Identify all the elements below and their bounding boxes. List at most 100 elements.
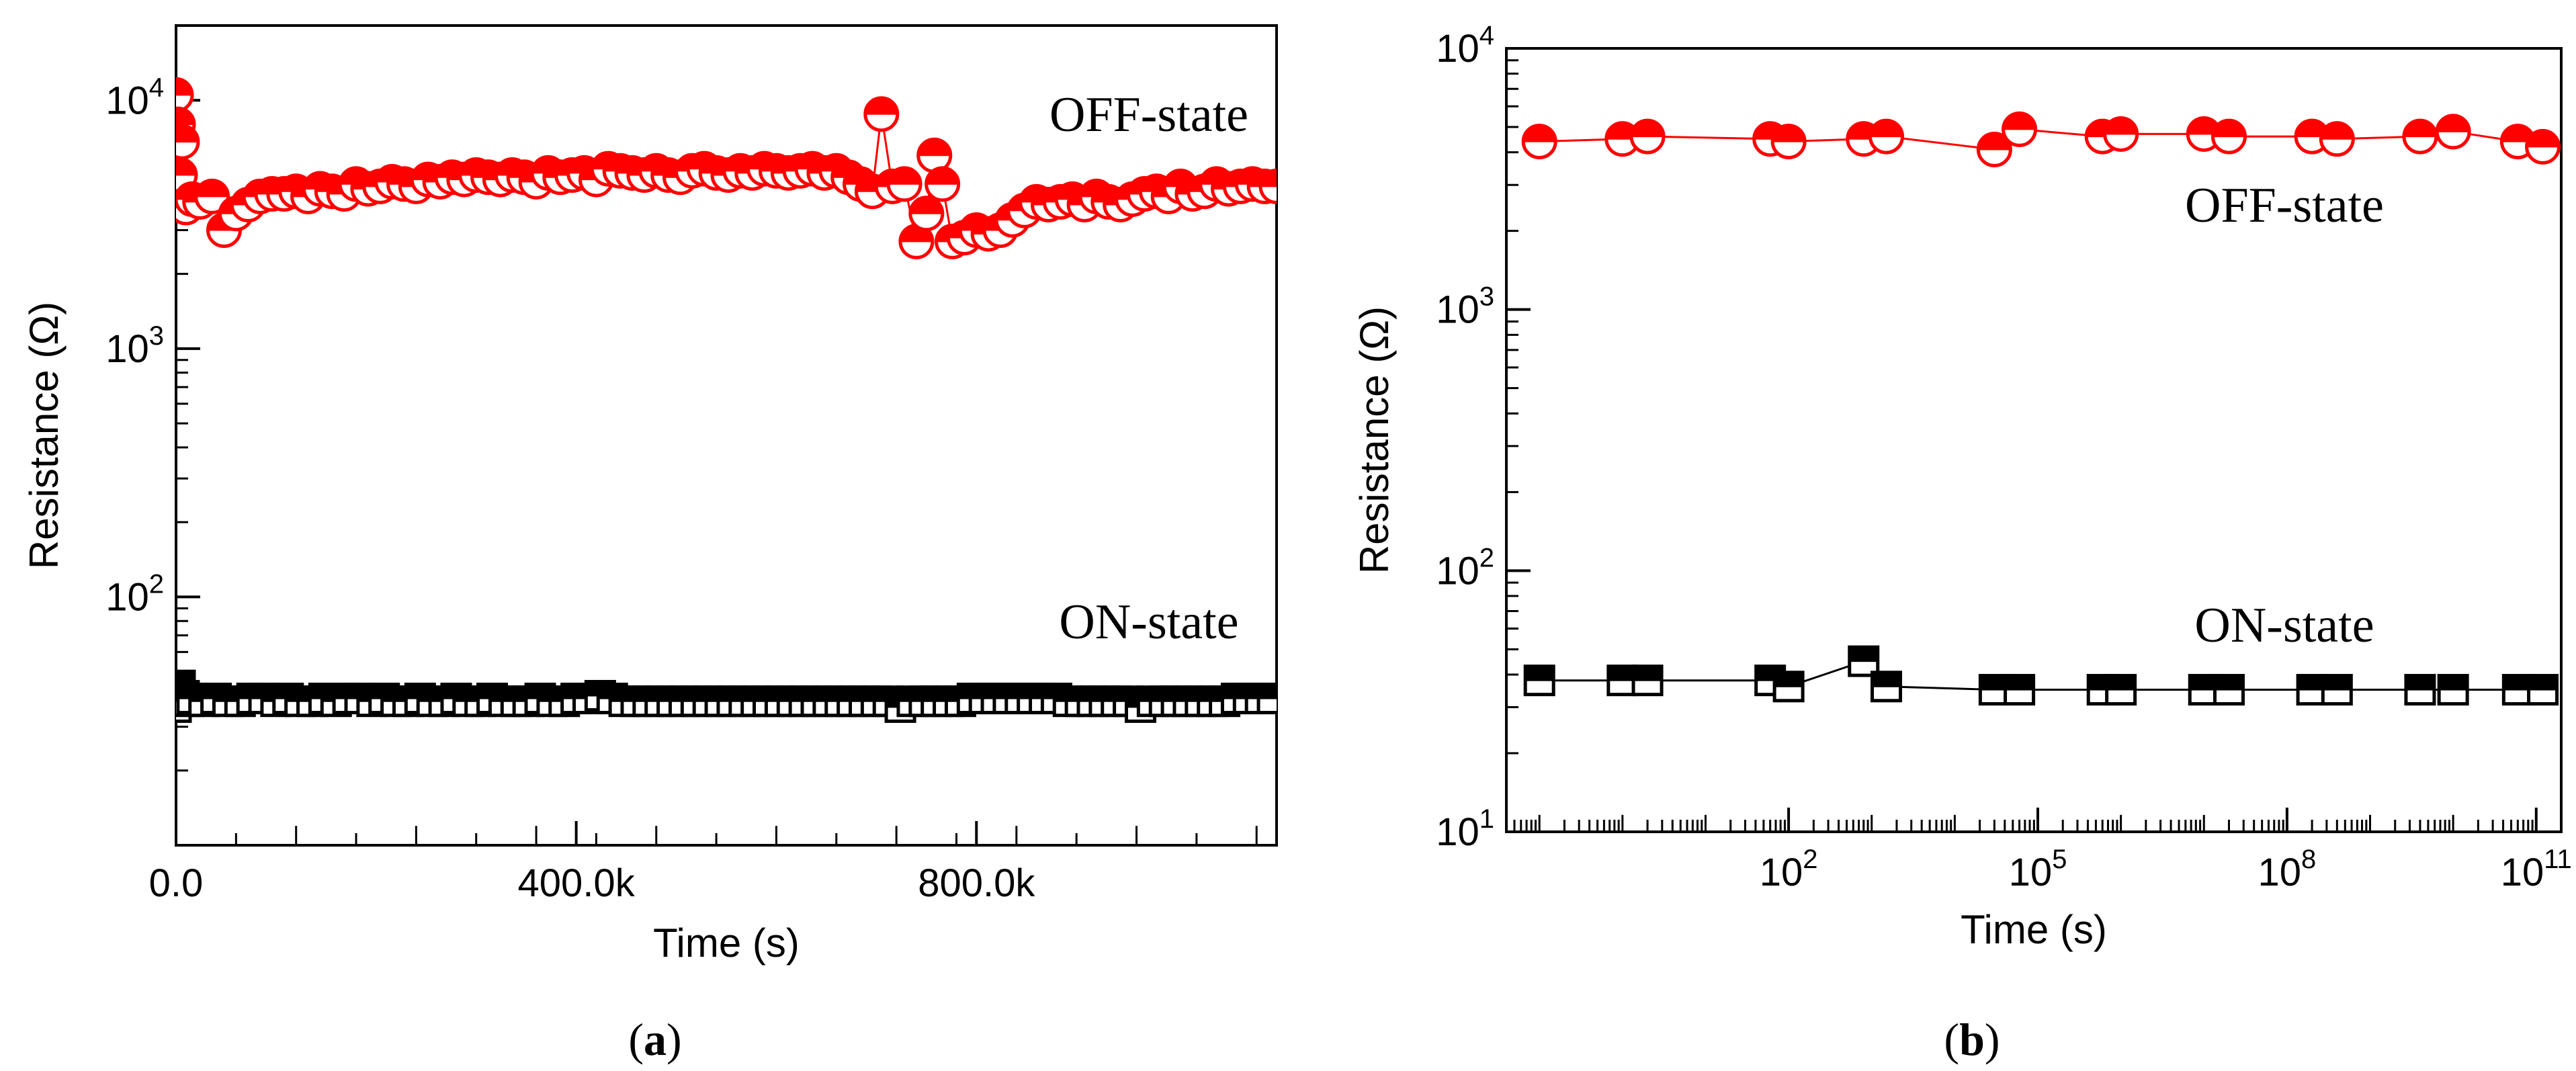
off-state-series-b-point-fill [1977,132,2012,151]
off-state-series-a-point-fill [195,179,229,198]
off-state-series-b-point-fill [1522,124,1557,142]
caption-close-paren: ) [667,1014,682,1065]
x-tick-label-base: 10 [1760,851,1803,894]
on-state-series-b-point [2004,674,2036,706]
on-state-series-b-point [2213,674,2245,706]
data-layer-a [176,77,1277,723]
on-state-series-b-point [1870,671,1902,703]
off-state-series-a [176,77,1277,259]
plot-frame-a [175,24,1278,847]
on-state-label: ON-state [1059,595,1238,650]
off-state-series-a-point [925,166,961,202]
off-state-series-b [1521,111,2561,167]
off-state-series-b-point [2319,121,2355,157]
off-state-series-b-point [1629,118,1666,155]
y-tick-label-exponent: 3 [149,321,164,351]
on-state-series-b-point-fill [2004,675,2034,691]
on-state-series-b-point-fill [1633,665,1663,681]
y-minor-ticks-b [1506,59,1518,755]
x-tick-label-exponent: 2 [1803,845,1817,874]
off-state-series-a-point-fill [917,138,951,157]
off-state-series-a-point [194,178,230,214]
x-tick-label: 1011 [2501,845,2572,894]
x-tick-label-exponent: 11 [2544,845,2572,874]
on-state-series-b-point-fill [2438,675,2468,691]
x-tick-label: 102 [1760,845,1818,894]
on-state-series-b-point-fill [2528,675,2558,691]
off-state-series-a-point [863,96,900,132]
y-tick-label-base: 10 [105,79,149,122]
on-state-series-a-point-fill [1258,683,1277,699]
x-tick-label-exponent: 8 [2301,845,2316,874]
y-tick-label-base: 10 [105,327,149,371]
on-state-series-b-point [1631,665,1664,697]
x-tick-label: 400.0k [518,861,636,905]
y-tick-label-base: 10 [1436,288,1479,332]
x-axis-a: 0.0 400.0k 800.0k [149,821,1035,905]
x-tick-label-base: 10 [2009,851,2053,894]
y-tick-label-exponent: 3 [1479,282,1494,312]
on-state-series-b-point-fill [2214,675,2244,691]
y-tick-label-exponent: 1 [1479,804,1494,834]
y-tick-label: 103 [1436,282,1494,332]
off-state-series-a-point-fill [176,108,195,126]
y-tick-label: 104 [1436,21,1494,71]
on-state-series-a-point [1256,683,1277,715]
on-state-series-b-point-fill [2106,675,2136,691]
off-state-series-b-point [2435,114,2471,150]
off-state-series-a-point-fill [909,196,943,214]
on-state-series-b-point [1523,665,1555,697]
off-state-series-a-point-fill [925,167,959,185]
on-state-series-b-point [2404,674,2436,706]
y-tick-label-exponent: 4 [149,73,164,102]
x-tick-label: 105 [2009,845,2067,894]
off-state-series-a-point-fill [176,78,194,96]
caption-letter: b [1959,1014,1985,1065]
x-axis-title: Time (s) [1961,907,2107,952]
off-state-series-b-point-fill [1772,124,1806,142]
x-tick-label-exponent: 5 [2052,845,2067,874]
off-state-series-b-point-fill [1631,120,1665,138]
y-tick-label-exponent: 4 [1479,21,1494,50]
on-state-series-a [176,669,1277,723]
off-state-series-b-point [1868,118,1904,155]
on-state-series-b-point [2321,674,2353,706]
panel-caption: (b) [1944,1014,2000,1065]
off-state-series-a-point [176,124,200,160]
off-state-series-a-point [1258,168,1277,204]
off-state-series-a-point [886,166,922,202]
on-state-series-b-point [2527,674,2559,706]
y-tick-label: 103 [105,321,164,371]
y-tick-label: 101 [1436,804,1494,854]
on-state-series-b-point [1772,671,1805,703]
annotations-b: OFF-state ON-state [2185,178,2384,653]
panel-caption: (a) [628,1014,681,1065]
y-tick-label: 102 [105,569,164,619]
on-state-series-b [1523,645,2559,706]
y-tick-label-base: 10 [1436,27,1479,71]
x-minor-ticks-a [234,826,1258,845]
off-state-label: OFF-state [2185,178,2384,233]
off-state-series-b-point-fill [2212,120,2246,138]
off-state-series-b-point [2525,128,2561,165]
y-axis-title: Resistance (Ω) [22,302,67,569]
on-state-series-b-point-fill [1871,671,1901,687]
off-state-series-b-point [1521,124,1557,160]
y-tick-label: 104 [105,73,164,122]
x-tick-label: 800.0k [918,861,1035,905]
off-state-series-b-point [1976,131,2012,167]
off-state-series-b-point [1770,124,1807,160]
off-state-series-a-point [916,137,953,173]
on-state-label: ON-state [2194,598,2374,653]
y-tick-label-exponent: 2 [1479,543,1494,572]
off-state-series-a-point [176,77,194,113]
on-state-series-b-point-fill [1525,665,1555,681]
x-axis-b: 102 105 108 1011 [1760,808,2572,894]
x-tick-label: 0.0 [149,861,204,905]
off-state-series-b-point-fill [2002,112,2036,130]
y-tick-label-exponent: 2 [149,569,164,599]
